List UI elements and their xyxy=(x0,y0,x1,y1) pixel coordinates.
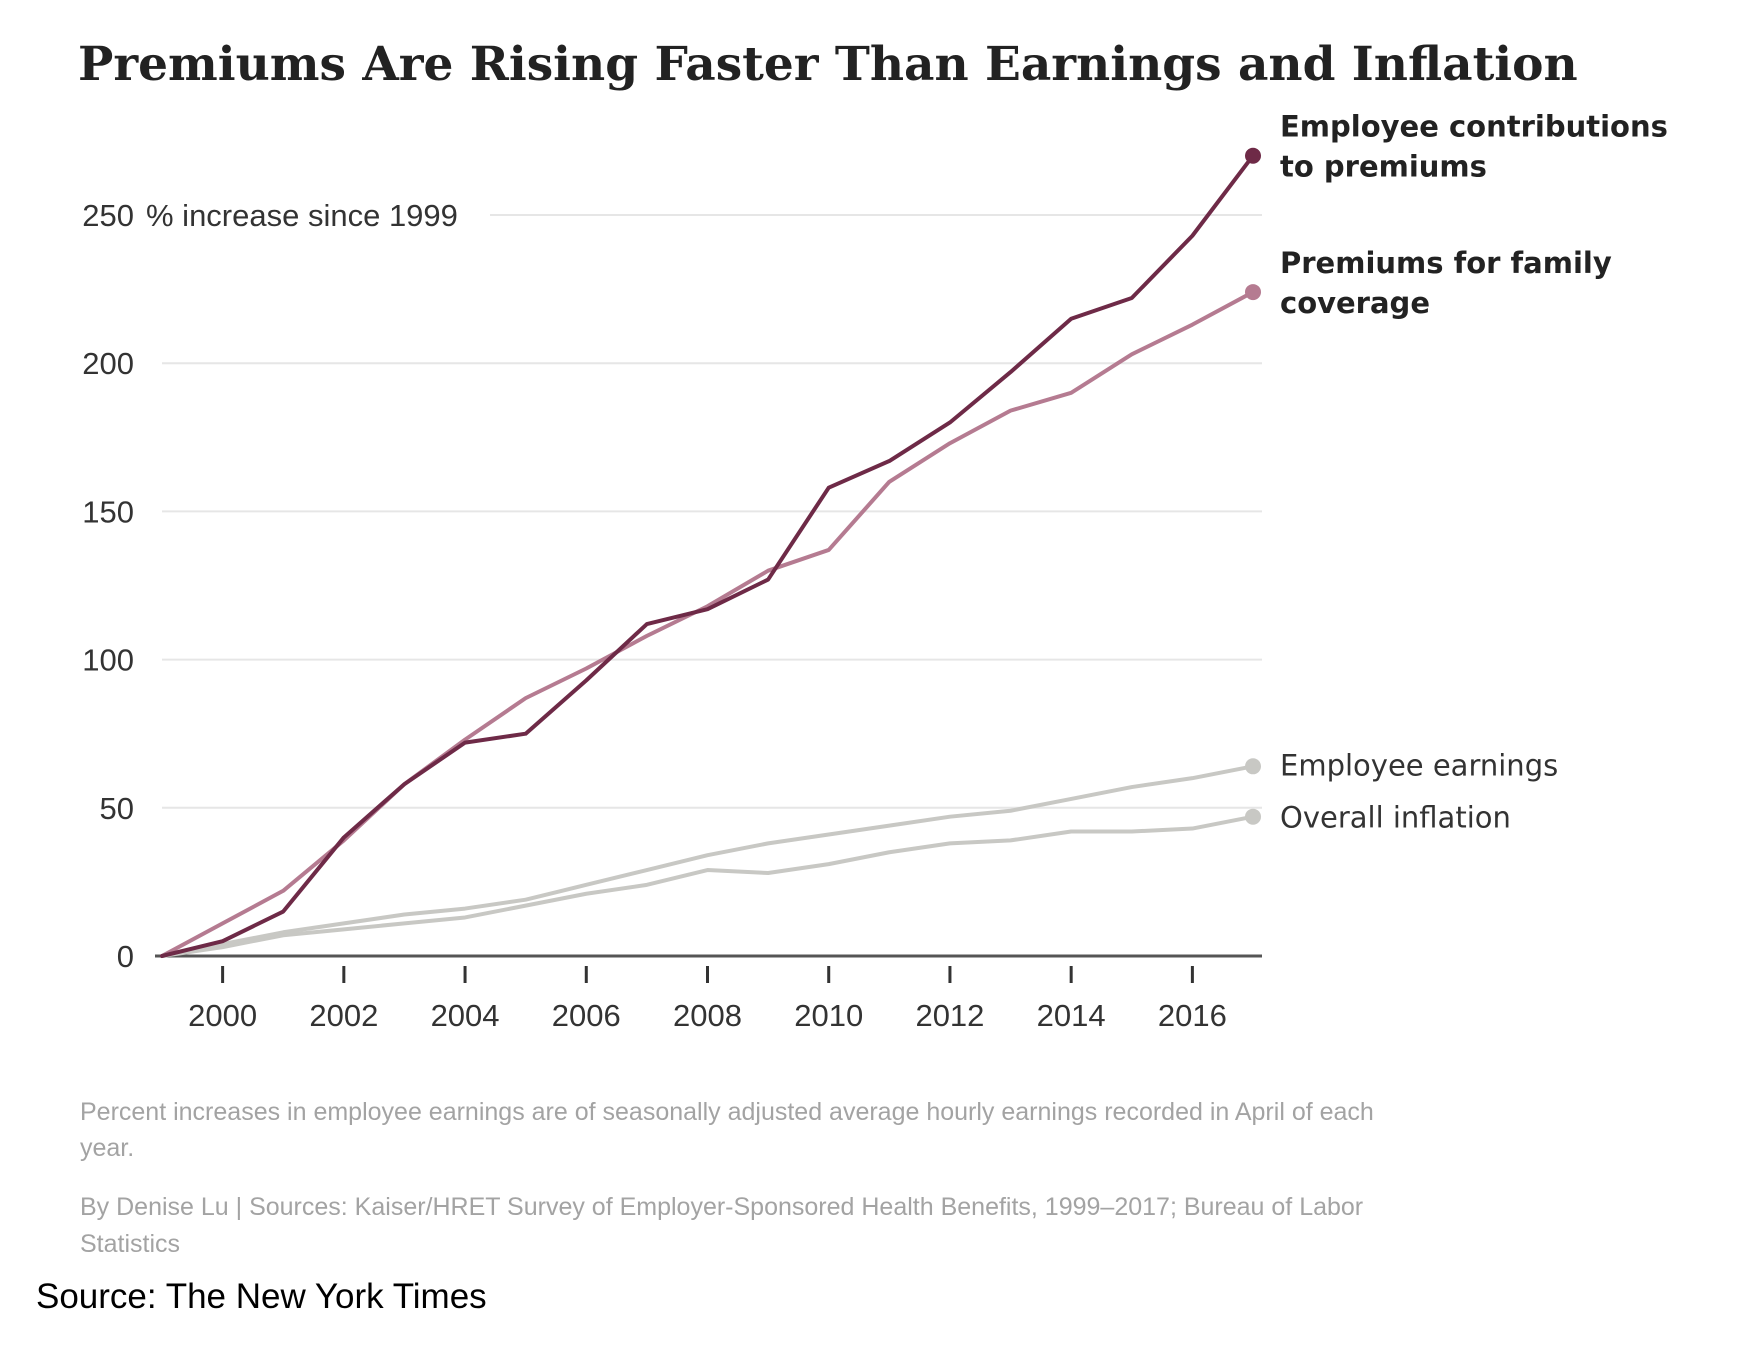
x-tick-label-2004: 2004 xyxy=(431,998,500,1033)
series-line-employee-earnings xyxy=(160,764,1255,958)
y-tick-label-50: 50 xyxy=(100,791,134,826)
y-axis: 0 50 100 150 200 250 % increase since 1999 xyxy=(82,198,458,974)
y-tick-label-200: 200 xyxy=(82,346,134,381)
y-tick-label-0: 0 xyxy=(117,939,134,974)
x-tick-label-2008: 2008 xyxy=(673,998,742,1033)
series-label-premiums-for-family-coverage-2: coverage xyxy=(1280,286,1430,320)
x-axis: 2000 2002 2004 2006 2008 2010 2012 2014 2016 xyxy=(155,954,1262,1033)
series-lines xyxy=(160,147,1261,958)
x-tick-label-2016: 2016 xyxy=(1158,998,1227,1033)
y-tick-label-250: 250 xyxy=(82,198,134,233)
y-axis-label: % increase since 1999 xyxy=(146,198,458,233)
series-labels: Employee contributions to premiums Premium… xyxy=(1280,110,1668,835)
series-line-employee-contributions-to-premiums xyxy=(160,153,1255,958)
series-endpoint-premiums-for-family-coverage xyxy=(1245,284,1261,301)
y-tick-label-100: 100 xyxy=(82,643,134,678)
series-line-overall-inflation xyxy=(160,814,1255,958)
credit-line-2: Statistics xyxy=(80,1230,180,1258)
footnote-line-1: Percent increases in employee earnings a… xyxy=(80,1098,1374,1126)
gridlines xyxy=(162,214,1262,809)
source-note: Source: The New York Times xyxy=(36,1277,487,1316)
x-tick-label-2010: 2010 xyxy=(794,998,863,1033)
chart-title: Premiums Are Rising Faster Than Earnings… xyxy=(78,37,1578,92)
x-tick-label-2012: 2012 xyxy=(915,998,984,1033)
series-label-premiums-for-family-coverage-1: Premiums for family xyxy=(1280,246,1612,280)
series-label-employee-contributions-to-premiums-2: to premiums xyxy=(1280,150,1487,184)
series-label-employee-contributions-to-premiums-1: Employee contributions xyxy=(1280,110,1668,144)
series-label-employee-earnings-1: Employee earnings xyxy=(1280,748,1558,782)
y-tick-label-150: 150 xyxy=(82,494,134,529)
x-tick-label-2000: 2000 xyxy=(188,998,257,1033)
series-endpoint-overall-inflation xyxy=(1245,808,1261,825)
series-endpoint-employee-earnings xyxy=(1245,758,1261,775)
credit-line-1: By Denise Lu | Sources: Kaiser/HRET Surv… xyxy=(80,1193,1363,1221)
series-endpoint-employee-contributions-to-premiums xyxy=(1245,147,1261,164)
footnote-line-2: year. xyxy=(80,1134,134,1162)
series-label-overall-inflation-1: Overall inflation xyxy=(1280,801,1511,835)
x-tick-label-2014: 2014 xyxy=(1037,998,1106,1033)
x-tick-label-2006: 2006 xyxy=(552,998,621,1033)
x-tick-label-2002: 2002 xyxy=(309,998,378,1033)
